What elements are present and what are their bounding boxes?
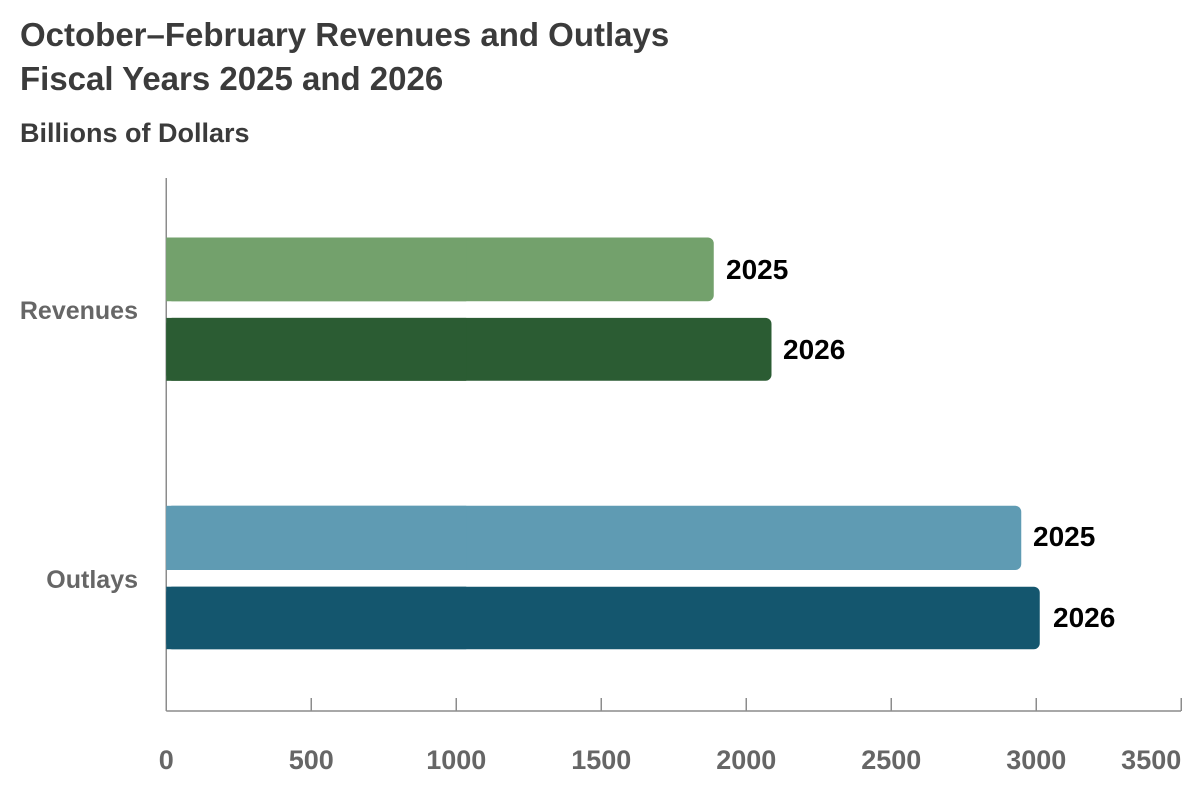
svg-text:2025: 2025 [1033, 521, 1095, 552]
svg-text:2026: 2026 [1053, 602, 1115, 633]
svg-text:Revenues: Revenues [20, 297, 138, 325]
svg-text:Outlays: Outlays [46, 566, 138, 594]
svg-text:3500: 3500 [1121, 745, 1181, 775]
svg-text:0: 0 [159, 745, 174, 775]
svg-text:2000: 2000 [716, 745, 776, 775]
svg-text:1000: 1000 [426, 745, 486, 775]
svg-text:2026: 2026 [783, 334, 845, 365]
svg-text:500: 500 [289, 745, 334, 775]
svg-text:1500: 1500 [571, 745, 631, 775]
svg-text:2500: 2500 [861, 745, 921, 775]
svg-text:2025: 2025 [726, 254, 788, 285]
svg-text:3000: 3000 [1006, 745, 1066, 775]
